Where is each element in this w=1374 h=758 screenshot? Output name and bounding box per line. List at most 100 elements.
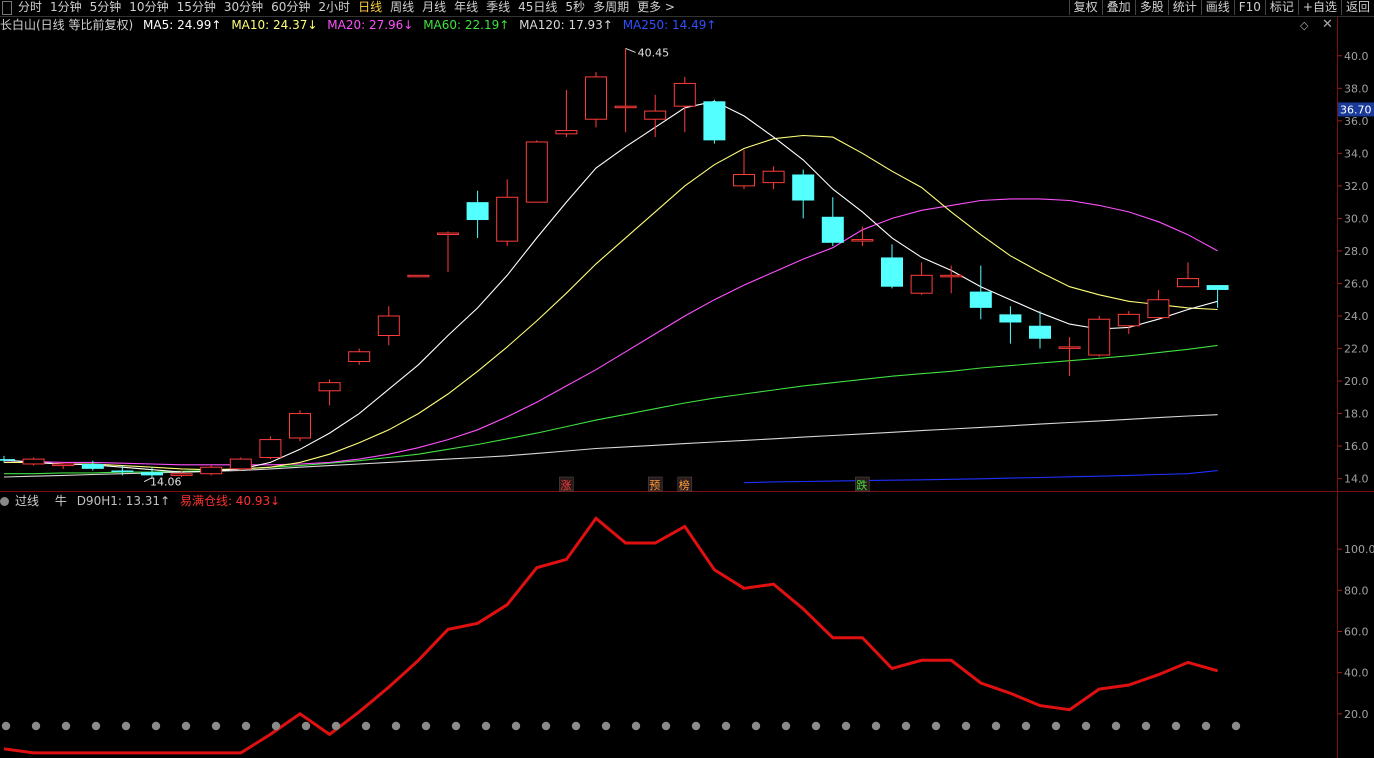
period-tab-12[interactable]: 季线 (486, 0, 511, 14)
indicator-dot (901, 721, 911, 731)
ma250-line (743, 470, 1218, 484)
period-tab-14[interactable]: 5秒 (565, 0, 586, 14)
action-button-1[interactable]: 叠加 (1101, 0, 1135, 15)
candle-body (437, 232, 459, 236)
indicator-dot (601, 721, 611, 731)
ma250-value: MA250: 14.49↑ (622, 18, 717, 32)
period-tab-13[interactable]: 45日线 (518, 0, 558, 14)
period-tab-15[interactable]: 多周期 (593, 0, 630, 14)
price-tick-label: 36.0 (1344, 115, 1369, 128)
candle-body (703, 101, 726, 141)
candle-13 (377, 306, 400, 346)
period-tab-1[interactable]: 1分钟 (50, 0, 82, 14)
candle-body (377, 315, 400, 336)
candle-body (1206, 285, 1229, 290)
indicator-tick-label: 40.0 (1344, 667, 1369, 680)
indicator-legend: 过线 牛 D90H1: 13.31↑ 易满仓线: 40.93↓ (0, 493, 286, 509)
candle-body (525, 141, 548, 203)
indicator-dot (271, 721, 281, 731)
candle-body (81, 463, 104, 469)
candle-18 (525, 140, 548, 203)
period-tab-10[interactable]: 月线 (422, 0, 447, 14)
period-toolbar: 分时 1分钟 5分钟 10分钟 15分钟 30分钟 60分钟 2小时 日线 周线 月线 年线 季线 45日… (0, 0, 1374, 17)
candle-14 (407, 274, 430, 278)
indicator-dot (1, 721, 11, 731)
action-button-5[interactable]: F10 (1233, 0, 1265, 15)
indicator-name[interactable]: 过线 (15, 494, 40, 508)
action-button-6[interactable]: 标记 (1264, 0, 1298, 15)
candle-34 (999, 306, 1022, 344)
candle-41 (1206, 285, 1229, 308)
high-price-label: 40.45 (638, 46, 670, 59)
candle-22 (644, 94, 667, 138)
action-button-7[interactable]: +自选 (1297, 0, 1341, 15)
indicator-toggle-icon[interactable] (0, 497, 9, 506)
period-tab-0[interactable]: 分时 (18, 0, 43, 14)
indicator-dot (751, 721, 761, 731)
candle-body (999, 314, 1022, 323)
indicator-dot (691, 721, 701, 731)
current-price-tag (1338, 102, 1374, 117)
price-tick-label: 34.0 (1344, 147, 1369, 160)
ma10-line (4, 134, 1218, 471)
candle-0 (0, 455, 15, 463)
candle-body (555, 130, 578, 135)
action-button-2[interactable]: 多股 (1134, 0, 1168, 15)
candle-35 (1029, 311, 1051, 349)
signal-marker-box (855, 476, 870, 492)
indicator-dot (1231, 721, 1241, 731)
candle-28 (821, 197, 844, 247)
period-tab-11[interactable]: 年线 (454, 0, 479, 14)
action-button-3[interactable]: 统计 (1167, 0, 1201, 15)
indicator-dot (1081, 721, 1091, 731)
period-tab-7[interactable]: 2小时 (318, 0, 351, 14)
candle-body (733, 173, 755, 187)
candle-20 (585, 72, 607, 128)
period-tabs: 分时 1分钟 5分钟 10分钟 15分钟 30分钟 60分钟 2小时 日线 周线 月线 年线 季线 45日… (0, 0, 679, 15)
diamond-icon[interactable]: ◇ (1300, 19, 1309, 32)
candle-body (1058, 346, 1081, 349)
action-buttons: 复权 叠加 多股 统计 画线 F10 标记 +自选 返回 (1068, 0, 1374, 15)
indicator-dot (301, 721, 311, 731)
candle-11 (318, 379, 341, 406)
candle-6 (170, 470, 193, 477)
signal-marker-3: 跌 (856, 478, 867, 492)
period-tab-8[interactable]: 日线 (358, 0, 383, 14)
price-tick-label: 20.0 (1344, 375, 1369, 388)
candle-body (466, 202, 489, 221)
low-price-label: 14.06 (150, 476, 182, 489)
price-legend: 长白山(日线 等比前复权) MA5: 24.99↑ MA10: 24.37↓ M… (0, 17, 722, 33)
period-tab-3[interactable]: 10分钟 (129, 0, 169, 14)
period-tab-5[interactable]: 30分钟 (223, 0, 264, 14)
candle-17 (496, 179, 519, 247)
indicator-tick-label: 60.0 (1344, 626, 1369, 639)
candle-body (881, 257, 903, 287)
candle-body (1029, 325, 1051, 339)
indicator-dot (1141, 721, 1151, 731)
candle-body (1177, 278, 1199, 288)
candle-body (111, 470, 134, 473)
price-tick-label: 28.0 (1344, 245, 1369, 258)
candle-36 (1058, 337, 1081, 377)
period-tab-4[interactable]: 15分钟 (176, 0, 216, 14)
period-tab-16[interactable]: 更多 > (637, 0, 675, 14)
indicator-dot (481, 721, 491, 731)
indicator-dot (631, 721, 641, 731)
period-tab-6[interactable]: 60分钟 (271, 0, 311, 14)
close-icon[interactable]: ✕ (1322, 17, 1333, 32)
period-tab-9[interactable]: 周线 (390, 0, 415, 14)
candle-body (170, 473, 193, 476)
window-menu-icon[interactable] (2, 1, 12, 15)
candle-10 (289, 410, 311, 442)
action-button-0[interactable]: 复权 (1068, 0, 1102, 15)
indicator-dot (391, 721, 401, 731)
indicator-dot (781, 721, 791, 731)
price-tick-label: 32.0 (1344, 180, 1369, 193)
candle-body (1147, 299, 1170, 319)
candle-27 (792, 169, 815, 219)
signal-marker-0: 涨 (560, 479, 571, 492)
action-button-4[interactable]: 画线 (1200, 0, 1234, 15)
action-button-8[interactable]: 返回 (1340, 0, 1374, 15)
period-tab-2[interactable]: 5分钟 (89, 0, 122, 14)
